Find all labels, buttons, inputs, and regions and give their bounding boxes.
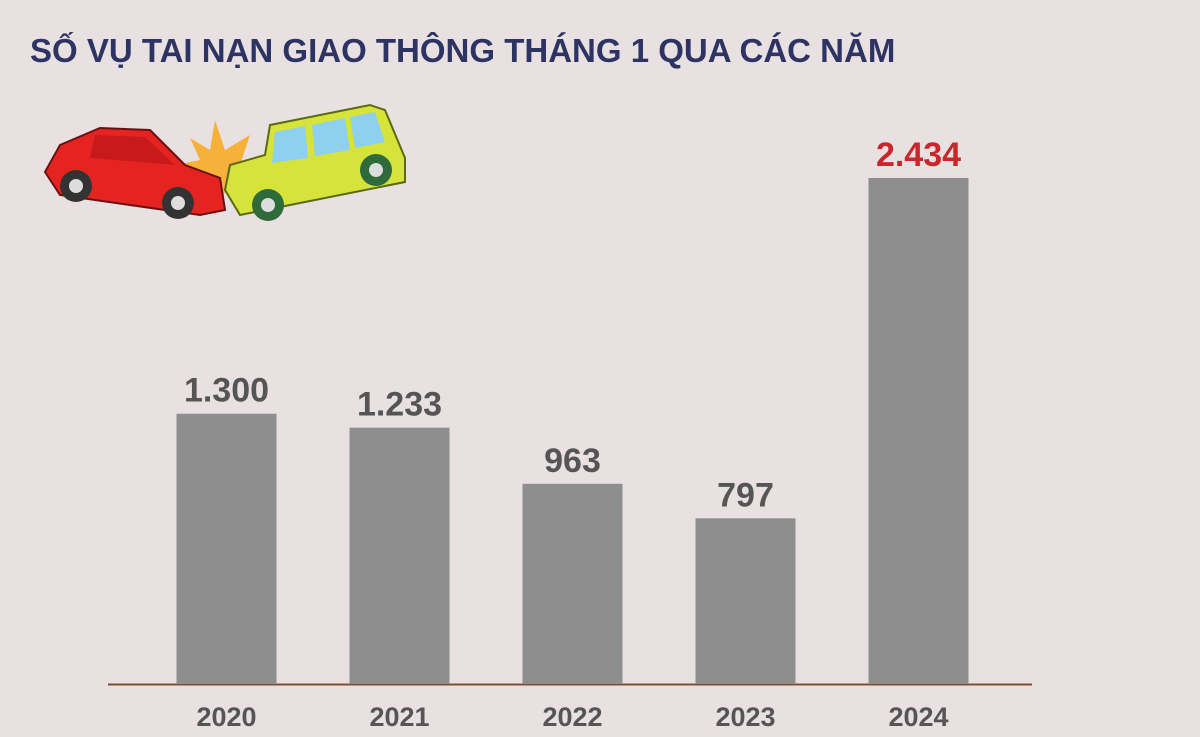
x-tick-label: 2021 bbox=[369, 702, 429, 732]
x-tick-label: 2024 bbox=[888, 702, 948, 732]
value-label: 797 bbox=[717, 476, 774, 514]
value-label: 1.300 bbox=[184, 372, 269, 410]
bar bbox=[522, 483, 623, 684]
x-tick-label: 2022 bbox=[542, 702, 602, 732]
value-label: 963 bbox=[544, 442, 601, 480]
bar bbox=[349, 427, 450, 684]
crash-illustration bbox=[43, 103, 406, 221]
bar bbox=[695, 518, 796, 684]
bar bbox=[176, 413, 277, 684]
chart-title: SỐ VỤ TAI NẠN GIAO THÔNG THÁNG 1 QUA CÁC… bbox=[30, 31, 895, 69]
value-label: 1.233 bbox=[357, 386, 442, 424]
value-label: 2.434 bbox=[876, 136, 961, 174]
bar bbox=[868, 178, 969, 684]
x-tick-label: 2020 bbox=[196, 702, 256, 732]
x-tick-label: 2023 bbox=[715, 702, 775, 732]
